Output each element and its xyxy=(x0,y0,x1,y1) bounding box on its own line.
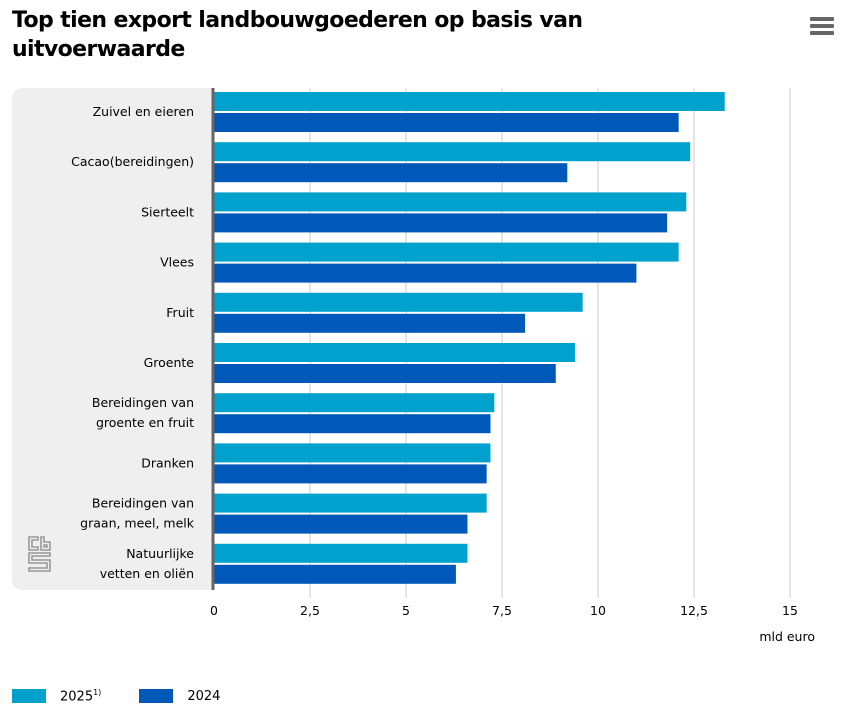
legend-swatch-2025 xyxy=(12,688,46,703)
category-label: Sierteelt xyxy=(141,204,194,219)
bar-2024[interactable] xyxy=(214,113,679,132)
x-tick-label: 7,5 xyxy=(492,603,512,618)
category-label: Groente xyxy=(144,355,195,370)
hamburger-menu-icon-line xyxy=(810,24,834,28)
legend: 20251) 2024 xyxy=(12,686,258,706)
bar-2025[interactable] xyxy=(214,92,725,111)
bar-2024[interactable] xyxy=(214,564,456,584)
category-label: Natuurlijke vetten en oliën xyxy=(100,546,195,581)
bar-2024[interactable] xyxy=(214,514,468,534)
legend-item-2025[interactable]: 20251) xyxy=(12,688,101,704)
legend-label-2025: 20251) xyxy=(60,688,101,704)
bar-2024[interactable] xyxy=(214,364,556,383)
bar-2025[interactable] xyxy=(214,443,491,463)
bar-2024[interactable] xyxy=(214,414,491,434)
x-tick-label: 10 xyxy=(590,603,606,618)
category-label: Bereidingen van groente en fruit xyxy=(92,395,194,430)
category-label: Cacao(bereidingen) xyxy=(71,154,194,169)
bar-2025[interactable] xyxy=(214,543,468,563)
x-tick-label: 0 xyxy=(210,603,218,618)
legend-swatch-2024 xyxy=(139,689,174,703)
bar-2025[interactable] xyxy=(214,142,691,162)
bar-2025[interactable] xyxy=(214,192,687,212)
bar-2025[interactable] xyxy=(214,292,583,312)
bar-2024[interactable] xyxy=(214,213,668,233)
legend-footnote: 1) xyxy=(93,687,102,697)
chart-menu-button[interactable] xyxy=(810,17,834,37)
chart-title: Top tien export landbouwgoederen op basi… xyxy=(12,8,583,62)
category-label: Vlees xyxy=(160,255,194,270)
legend-label-2024: 2024 xyxy=(187,688,221,704)
bar-2025[interactable] xyxy=(214,242,679,262)
bar-2025[interactable] xyxy=(214,393,495,413)
x-tick-label: 12,5 xyxy=(680,603,708,618)
hamburger-menu-icon xyxy=(810,17,834,21)
category-label: Zuivel en eieren xyxy=(93,104,194,119)
category-label: Fruit xyxy=(166,305,194,320)
bar-2024[interactable] xyxy=(214,313,526,333)
legend-item-2024[interactable]: 2024 xyxy=(139,689,220,704)
x-tick-label: 5 xyxy=(402,603,410,618)
category-label-panel xyxy=(12,88,214,590)
bar-2025[interactable] xyxy=(214,493,487,513)
category-label: Bereidingen van graan, meel, melk xyxy=(80,496,195,531)
hamburger-menu-icon-line xyxy=(810,31,834,35)
category-label: Dranken xyxy=(141,455,194,470)
bar-2024[interactable] xyxy=(214,163,568,183)
x-tick-label: 2,5 xyxy=(300,603,320,618)
bars xyxy=(214,92,725,584)
cbs-logo xyxy=(28,536,51,572)
x-axis-label: mld euro xyxy=(759,629,815,644)
bar-2024[interactable] xyxy=(214,464,487,484)
bar-2025[interactable] xyxy=(214,343,575,362)
bar-2024[interactable] xyxy=(214,263,637,283)
category-labels: Zuivel en eieren Cacao(bereidingen) Sierte… xyxy=(71,104,195,581)
x-tick-label: 15 xyxy=(782,603,798,618)
x-tick-labels: 0 2,5 5 7,5 10 12,5 15 xyxy=(210,603,798,618)
legend-label-2025-text: 2025 xyxy=(60,689,94,705)
